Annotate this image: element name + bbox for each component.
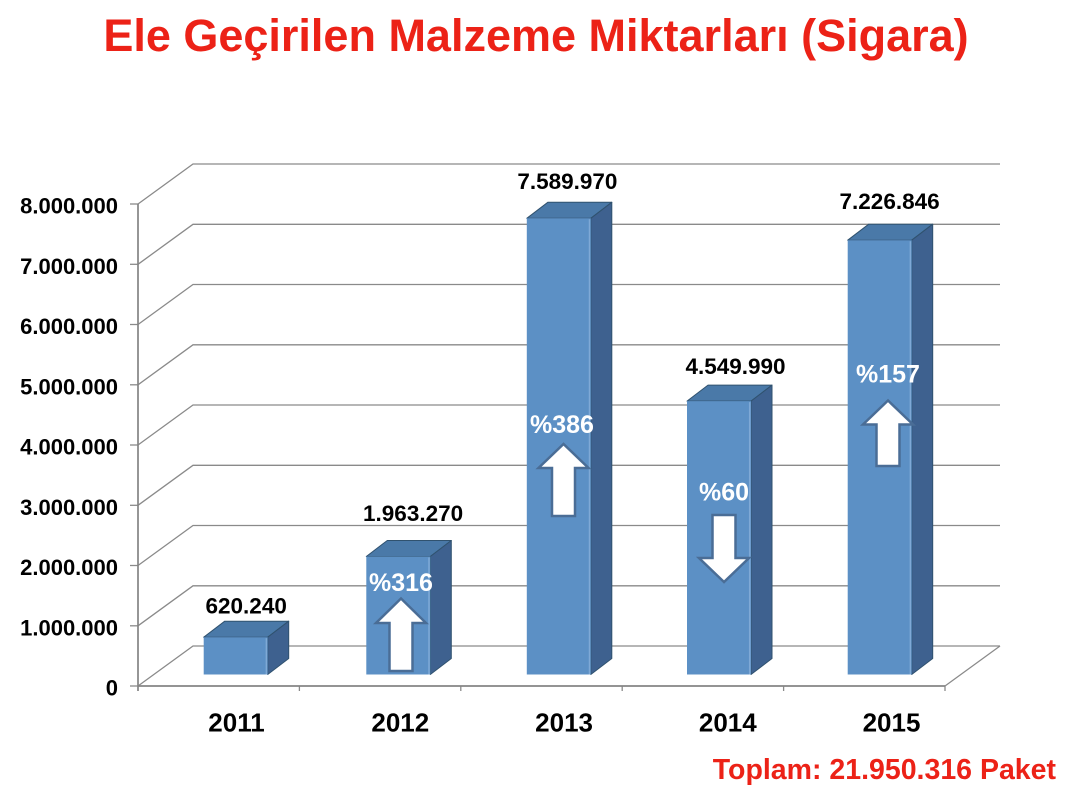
svg-text:2015: 2015 (863, 708, 921, 738)
svg-text:5.000.000: 5.000.000 (20, 374, 118, 399)
svg-text:2013: 2013 (535, 708, 593, 738)
svg-text:%157: %157 (856, 361, 920, 389)
svg-text:Toplam: 21.950.316 Paket: Toplam: 21.950.316 Paket (713, 754, 1057, 786)
svg-text:0: 0 (106, 676, 118, 701)
svg-text:%60: %60 (699, 479, 749, 507)
svg-text:%386: %386 (530, 411, 594, 439)
svg-text:2012: 2012 (371, 708, 429, 738)
svg-text:7.000.000: 7.000.000 (20, 254, 118, 279)
svg-text:620.240: 620.240 (206, 594, 287, 619)
svg-text:8.000.000: 8.000.000 (20, 194, 118, 219)
svg-text:1.000.000: 1.000.000 (20, 615, 118, 640)
svg-text:%316: %316 (369, 569, 433, 597)
svg-text:1.963.270: 1.963.270 (363, 501, 463, 526)
svg-text:7.589.970: 7.589.970 (517, 169, 617, 194)
svg-text:Ele Geçirilen Malzeme Miktarla: Ele Geçirilen Malzeme Miktarları (Sigara… (103, 10, 968, 61)
svg-text:4.000.000: 4.000.000 (20, 435, 118, 460)
svg-text:2011: 2011 (208, 708, 264, 738)
svg-text:6.000.000: 6.000.000 (20, 314, 118, 339)
svg-text:7.226.846: 7.226.846 (840, 189, 940, 214)
svg-text:2.000.000: 2.000.000 (20, 555, 118, 580)
svg-text:3.000.000: 3.000.000 (20, 495, 118, 520)
svg-text:4.549.990: 4.549.990 (685, 354, 785, 379)
svg-text:2014: 2014 (699, 708, 757, 738)
